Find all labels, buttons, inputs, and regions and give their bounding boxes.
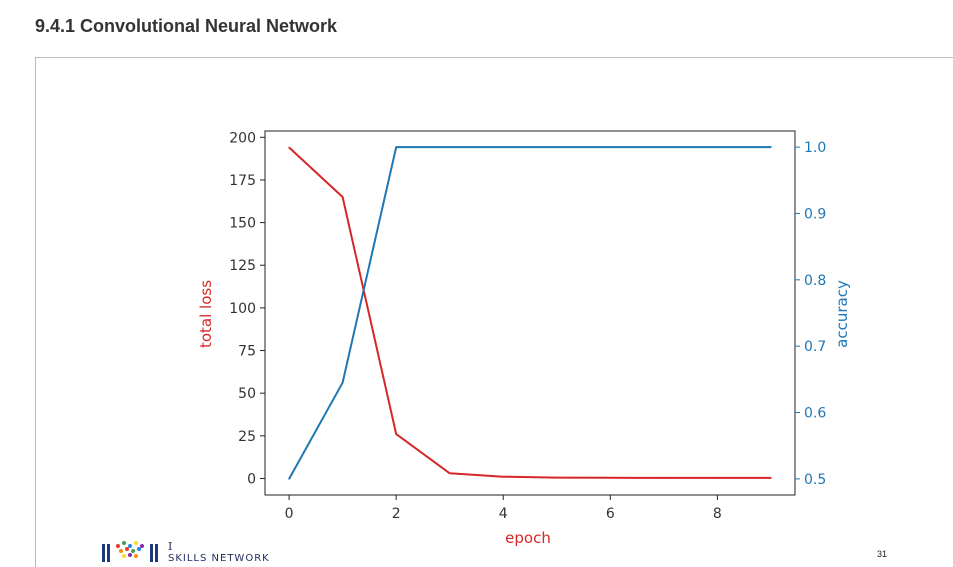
y-left-tick-label: 50 (238, 386, 256, 402)
accuracy-data-point (609, 146, 612, 148)
y-right-tick-label: 0.8 (804, 273, 826, 289)
loss-series-line (288, 146, 771, 479)
accuracy-data-point (341, 381, 344, 384)
plot-area-frame (264, 130, 796, 496)
accuracy-data-point (448, 146, 451, 148)
accuracy-data-point (770, 146, 772, 148)
y-right-tick-label: 0.7 (804, 339, 826, 355)
loss-data-point (770, 477, 772, 479)
slide-frame: 0 2 4 6 8 0 25 50 75 100 125 150 175 200 0.5 0.6 0.7 0.8 0… (35, 57, 953, 567)
accuracy-data-point (556, 146, 558, 148)
y-left-tick-label: 25 (238, 429, 256, 445)
page-number: 31 (877, 549, 888, 559)
logo-mark-icon (102, 541, 158, 562)
y-left-tick-label: 75 (238, 344, 256, 360)
skills-network-logo: I SKILLS NETWORK (100, 536, 270, 562)
x-tick-label: 0 (285, 506, 294, 522)
x-tick-label: 4 (499, 506, 508, 522)
loss-data-point (716, 477, 719, 479)
loss-data-point (663, 477, 665, 479)
accuracy-series-line (288, 146, 771, 480)
x-tick-label: 6 (606, 506, 615, 522)
accuracy-data-point (395, 146, 398, 148)
y-left-tick-label: 100 (229, 301, 256, 317)
loss-data-point (556, 476, 558, 479)
accuracy-data-point (288, 478, 290, 480)
y-left-tick-label: 200 (229, 130, 256, 146)
accuracy-data-point (502, 146, 505, 148)
loss-data-point (609, 477, 612, 479)
x-tick-label: 2 (392, 506, 401, 522)
loss-accuracy-chart: 0 2 4 6 8 0 25 50 75 100 125 150 175 200 0.5 0.6 0.7 0.8 0… (197, 130, 851, 547)
y-left-tick-label: 175 (229, 173, 256, 189)
loss-data-point (341, 196, 344, 198)
y-right-tick-label: 0.6 (804, 406, 826, 422)
accuracy-data-point (716, 146, 719, 148)
logo-text-line-2: SKILLS NETWORK (168, 553, 270, 562)
y-right-tick-label: 1.0 (804, 140, 826, 156)
accuracy-data-point (663, 146, 665, 148)
y-right-tick-label: 0.9 (804, 206, 826, 222)
x-tick-label: 8 (713, 506, 722, 522)
y-left-tick-label: 150 (229, 216, 256, 232)
loss-data-point (288, 146, 290, 149)
loss-data-point (502, 475, 505, 478)
y-left-tick-label: 0 (247, 471, 256, 487)
loss-data-point (395, 433, 398, 435)
y-right-tick-label: 0.5 (804, 472, 826, 488)
logo-text-line-1: I (168, 540, 173, 553)
y-axis-left-label: total loss (197, 280, 215, 348)
y-left-tick-label: 125 (229, 258, 256, 274)
section-title: 9.4.1 Convolutional Neural Network (35, 16, 338, 36)
loss-data-point (448, 472, 451, 475)
x-axis-label: epoch (505, 529, 551, 547)
y-axis-right-label: accuracy (833, 280, 851, 348)
